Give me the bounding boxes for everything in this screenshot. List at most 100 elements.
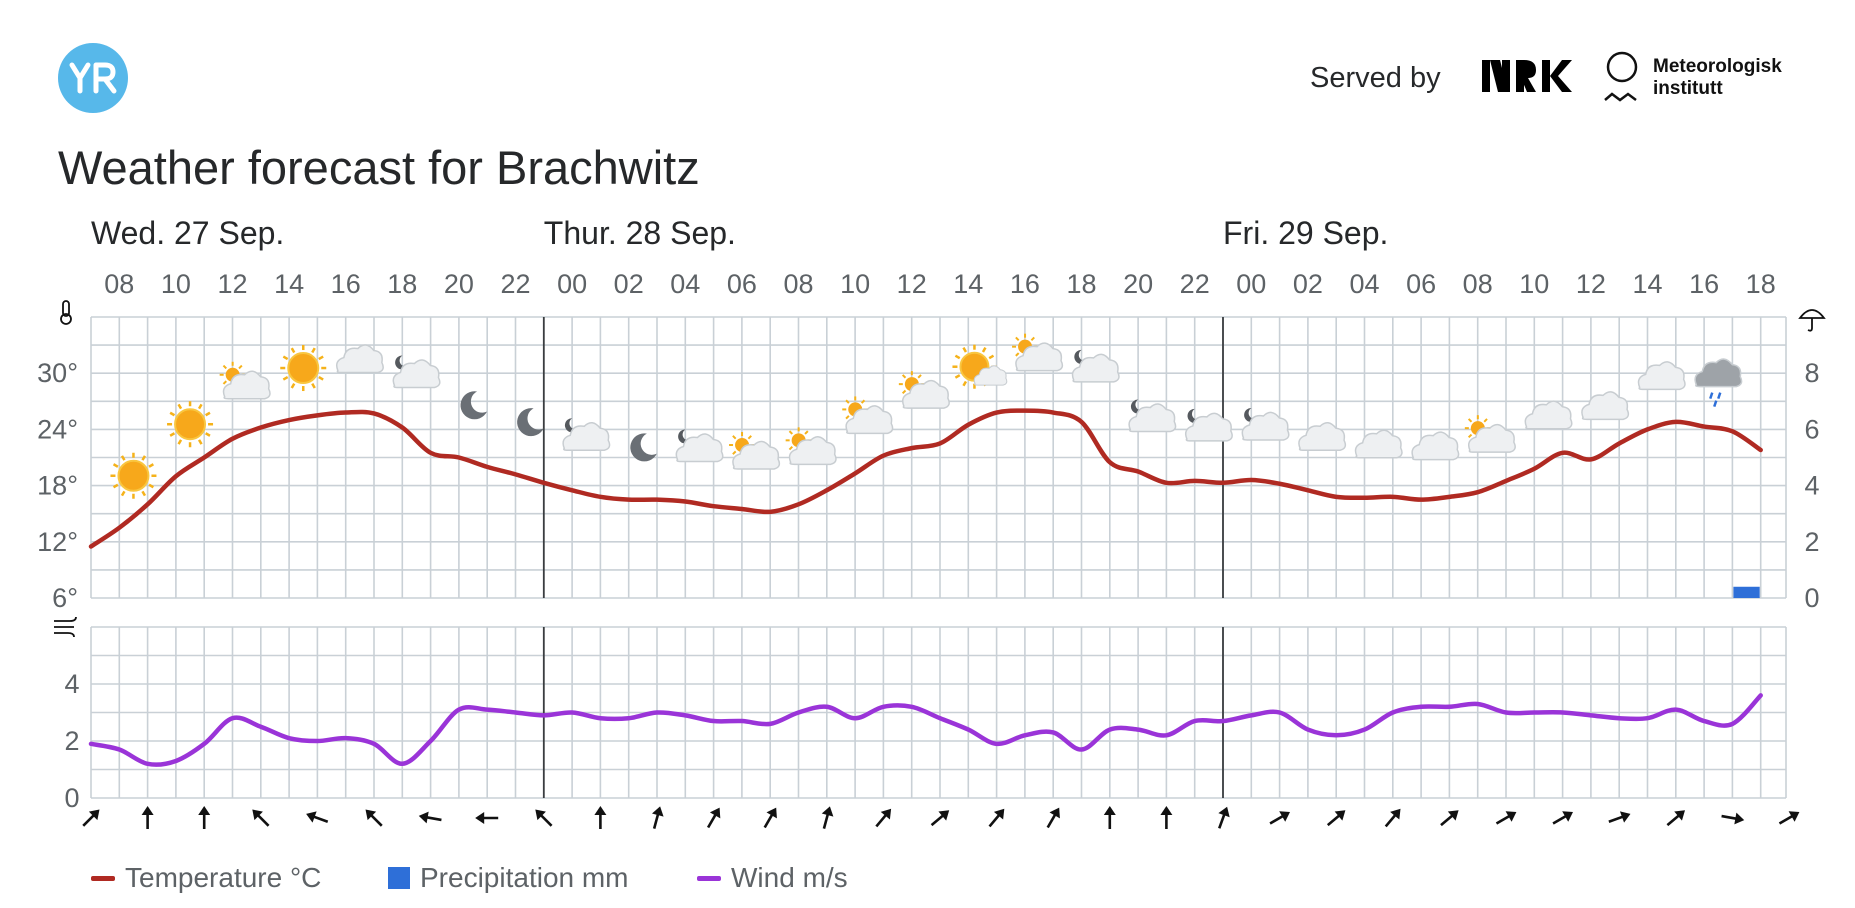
- partly-cloudy-day-icon: [1464, 415, 1516, 453]
- light-rain-icon: [1694, 358, 1743, 407]
- fair-day-icon: [952, 344, 1008, 389]
- legend-temperature: Temperature °C: [91, 862, 321, 894]
- temperature-tick-label: 24°: [37, 414, 78, 444]
- page-title: Weather forecast for Brachwitz: [58, 141, 700, 194]
- day-label: Wed. 27 Sep.: [91, 215, 284, 251]
- met-line2: institutt: [1653, 78, 1723, 99]
- clear-sky-night-icon: [460, 391, 488, 420]
- wind-direction-arrow: [706, 807, 721, 829]
- hour-tick-label: 14: [953, 269, 983, 299]
- legend-precipitation: Precipitation mm: [388, 862, 629, 894]
- wind-direction-arrow: [198, 806, 211, 829]
- wind-direction-arrow: [988, 808, 1005, 828]
- nrk-logo-mark: [1482, 60, 1572, 92]
- wind-direction-arrow: [1326, 810, 1346, 827]
- wind-direction-arrow: [252, 809, 270, 827]
- cloudy-icon: [1354, 429, 1403, 459]
- partly-cloudy-day-icon: [1012, 333, 1064, 372]
- wind-direction-arrow: [1046, 807, 1060, 829]
- wind-line: [88, 693, 1763, 767]
- hour-tick-label: 14: [1632, 269, 1662, 299]
- legend-wind: Wind m/s: [697, 862, 848, 894]
- day-label: Thur. 28 Sep.: [544, 215, 736, 251]
- hour-tick-label: 20: [1123, 269, 1153, 299]
- hour-tick-label: 00: [557, 269, 587, 299]
- wind-direction-arrow: [418, 811, 442, 824]
- partly-cloudy-night-icon: [562, 418, 611, 452]
- wind-direction-arrow: [763, 807, 777, 829]
- wind-tick-label: 2: [64, 726, 79, 756]
- umbrella-icon: [1798, 309, 1826, 332]
- wind-direction-arrow: [1103, 806, 1116, 829]
- hour-tick-label: 02: [1293, 269, 1323, 299]
- nrk-logo[interactable]: [1480, 58, 1575, 99]
- wind-direction-arrow: [1160, 806, 1173, 829]
- hour-tick-label: 14: [274, 269, 304, 299]
- legend-precipitation-label: Precipitation mm: [420, 862, 629, 893]
- wind-direction-arrow: [1218, 806, 1230, 829]
- hour-tick-label: 18: [387, 269, 417, 299]
- wind-direction-arrow: [1440, 810, 1459, 827]
- partly-cloudy-night-icon: [392, 355, 441, 389]
- temperature-tick-label: 30°: [37, 358, 78, 388]
- precipitation-tick-label: 8: [1804, 358, 1819, 388]
- hour-tick-label: 10: [840, 269, 870, 299]
- partly-cloudy-night-icon: [675, 429, 724, 463]
- day-label: Fri. 29 Sep.: [1223, 215, 1388, 251]
- partly-cloudy-day-icon: [898, 371, 950, 409]
- precipitation-tick-label: 4: [1804, 471, 1819, 501]
- served-by-label: Served by: [1310, 62, 1441, 94]
- hour-tick-label: 18: [1066, 269, 1096, 299]
- hour-tick-label: 08: [104, 269, 134, 299]
- clear-sky-day-icon: [167, 401, 214, 448]
- temperature-tick-label: 6°: [52, 583, 78, 613]
- clear-sky-day-icon: [110, 452, 157, 499]
- hour-tick-label: 04: [670, 269, 700, 299]
- wind-direction-arrow: [930, 810, 950, 827]
- wind-direction-arrow: [821, 806, 834, 829]
- legend-wind-swatch: [697, 875, 721, 881]
- forecast-chart: Wed. 27 Sep. Thur. 28 Sep. Fri. 29 Sep.08 1…: [37, 215, 1826, 829]
- hour-tick-label: 18: [1746, 269, 1776, 299]
- wind-direction-arrow: [1269, 811, 1290, 825]
- wind-icon: [54, 616, 77, 638]
- hour-tick-label: 08: [1463, 269, 1493, 299]
- hour-tick-label: 22: [500, 269, 530, 299]
- wind-direction-arrow: [1495, 811, 1517, 825]
- wind-direction-arrow: [1778, 811, 1800, 825]
- wind-direction-arrow: [535, 809, 553, 827]
- legend-wind-label: Wind m/s: [731, 862, 848, 893]
- partly-cloudy-night-icon: [1128, 399, 1177, 433]
- wind-direction-arrow: [141, 806, 154, 829]
- clear-sky-day-icon: [280, 345, 327, 392]
- cloudy-icon: [1411, 431, 1460, 461]
- yr-logo-mark: [69, 62, 117, 94]
- cloudy-icon: [1581, 391, 1630, 421]
- wind-tick-label: 0: [64, 783, 79, 813]
- wind-direction-arrow: [475, 812, 499, 824]
- partly-cloudy-day-icon: [842, 396, 894, 435]
- met-logo[interactable]: [1600, 50, 1644, 115]
- hour-tick-label: 16: [1689, 269, 1719, 299]
- wind-direction-arrow: [306, 811, 329, 823]
- wind-direction-arrow: [1608, 811, 1631, 823]
- wind-direction-arrow: [651, 806, 664, 829]
- hour-tick-label: 08: [783, 269, 813, 299]
- wind-tick-label: 4: [64, 669, 79, 699]
- temperature-line: [88, 408, 1763, 549]
- hour-tick-label: 06: [727, 269, 757, 299]
- wind-direction-arrow: [1552, 811, 1573, 825]
- partly-cloudy-night-icon: [1184, 408, 1233, 442]
- yr-logo[interactable]: [58, 43, 128, 113]
- hour-tick-label: 10: [1519, 269, 1549, 299]
- hour-tick-label: 22: [1180, 269, 1210, 299]
- cloudy-icon: [1298, 422, 1347, 452]
- cloudy-icon: [335, 344, 384, 374]
- hour-tick-label: 06: [1406, 269, 1436, 299]
- wind-direction-arrow: [1384, 808, 1401, 828]
- partly-cloudy-night-icon: [1241, 407, 1290, 441]
- met-line1: Meteorologisk: [1653, 56, 1782, 77]
- wind-direction-arrow: [82, 809, 100, 827]
- partly-cloudy-day-icon: [785, 427, 837, 466]
- hour-tick-label: 20: [444, 269, 474, 299]
